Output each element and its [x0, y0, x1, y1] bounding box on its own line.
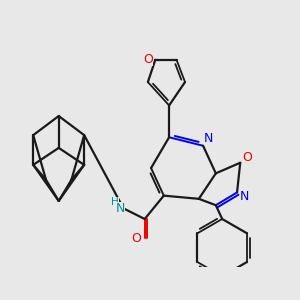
Text: N: N [116, 202, 125, 215]
Text: O: O [131, 232, 141, 244]
Text: O: O [243, 151, 253, 164]
Text: H: H [111, 197, 119, 207]
Text: O: O [143, 53, 153, 66]
Text: N: N [204, 132, 213, 145]
Text: N: N [240, 190, 249, 203]
